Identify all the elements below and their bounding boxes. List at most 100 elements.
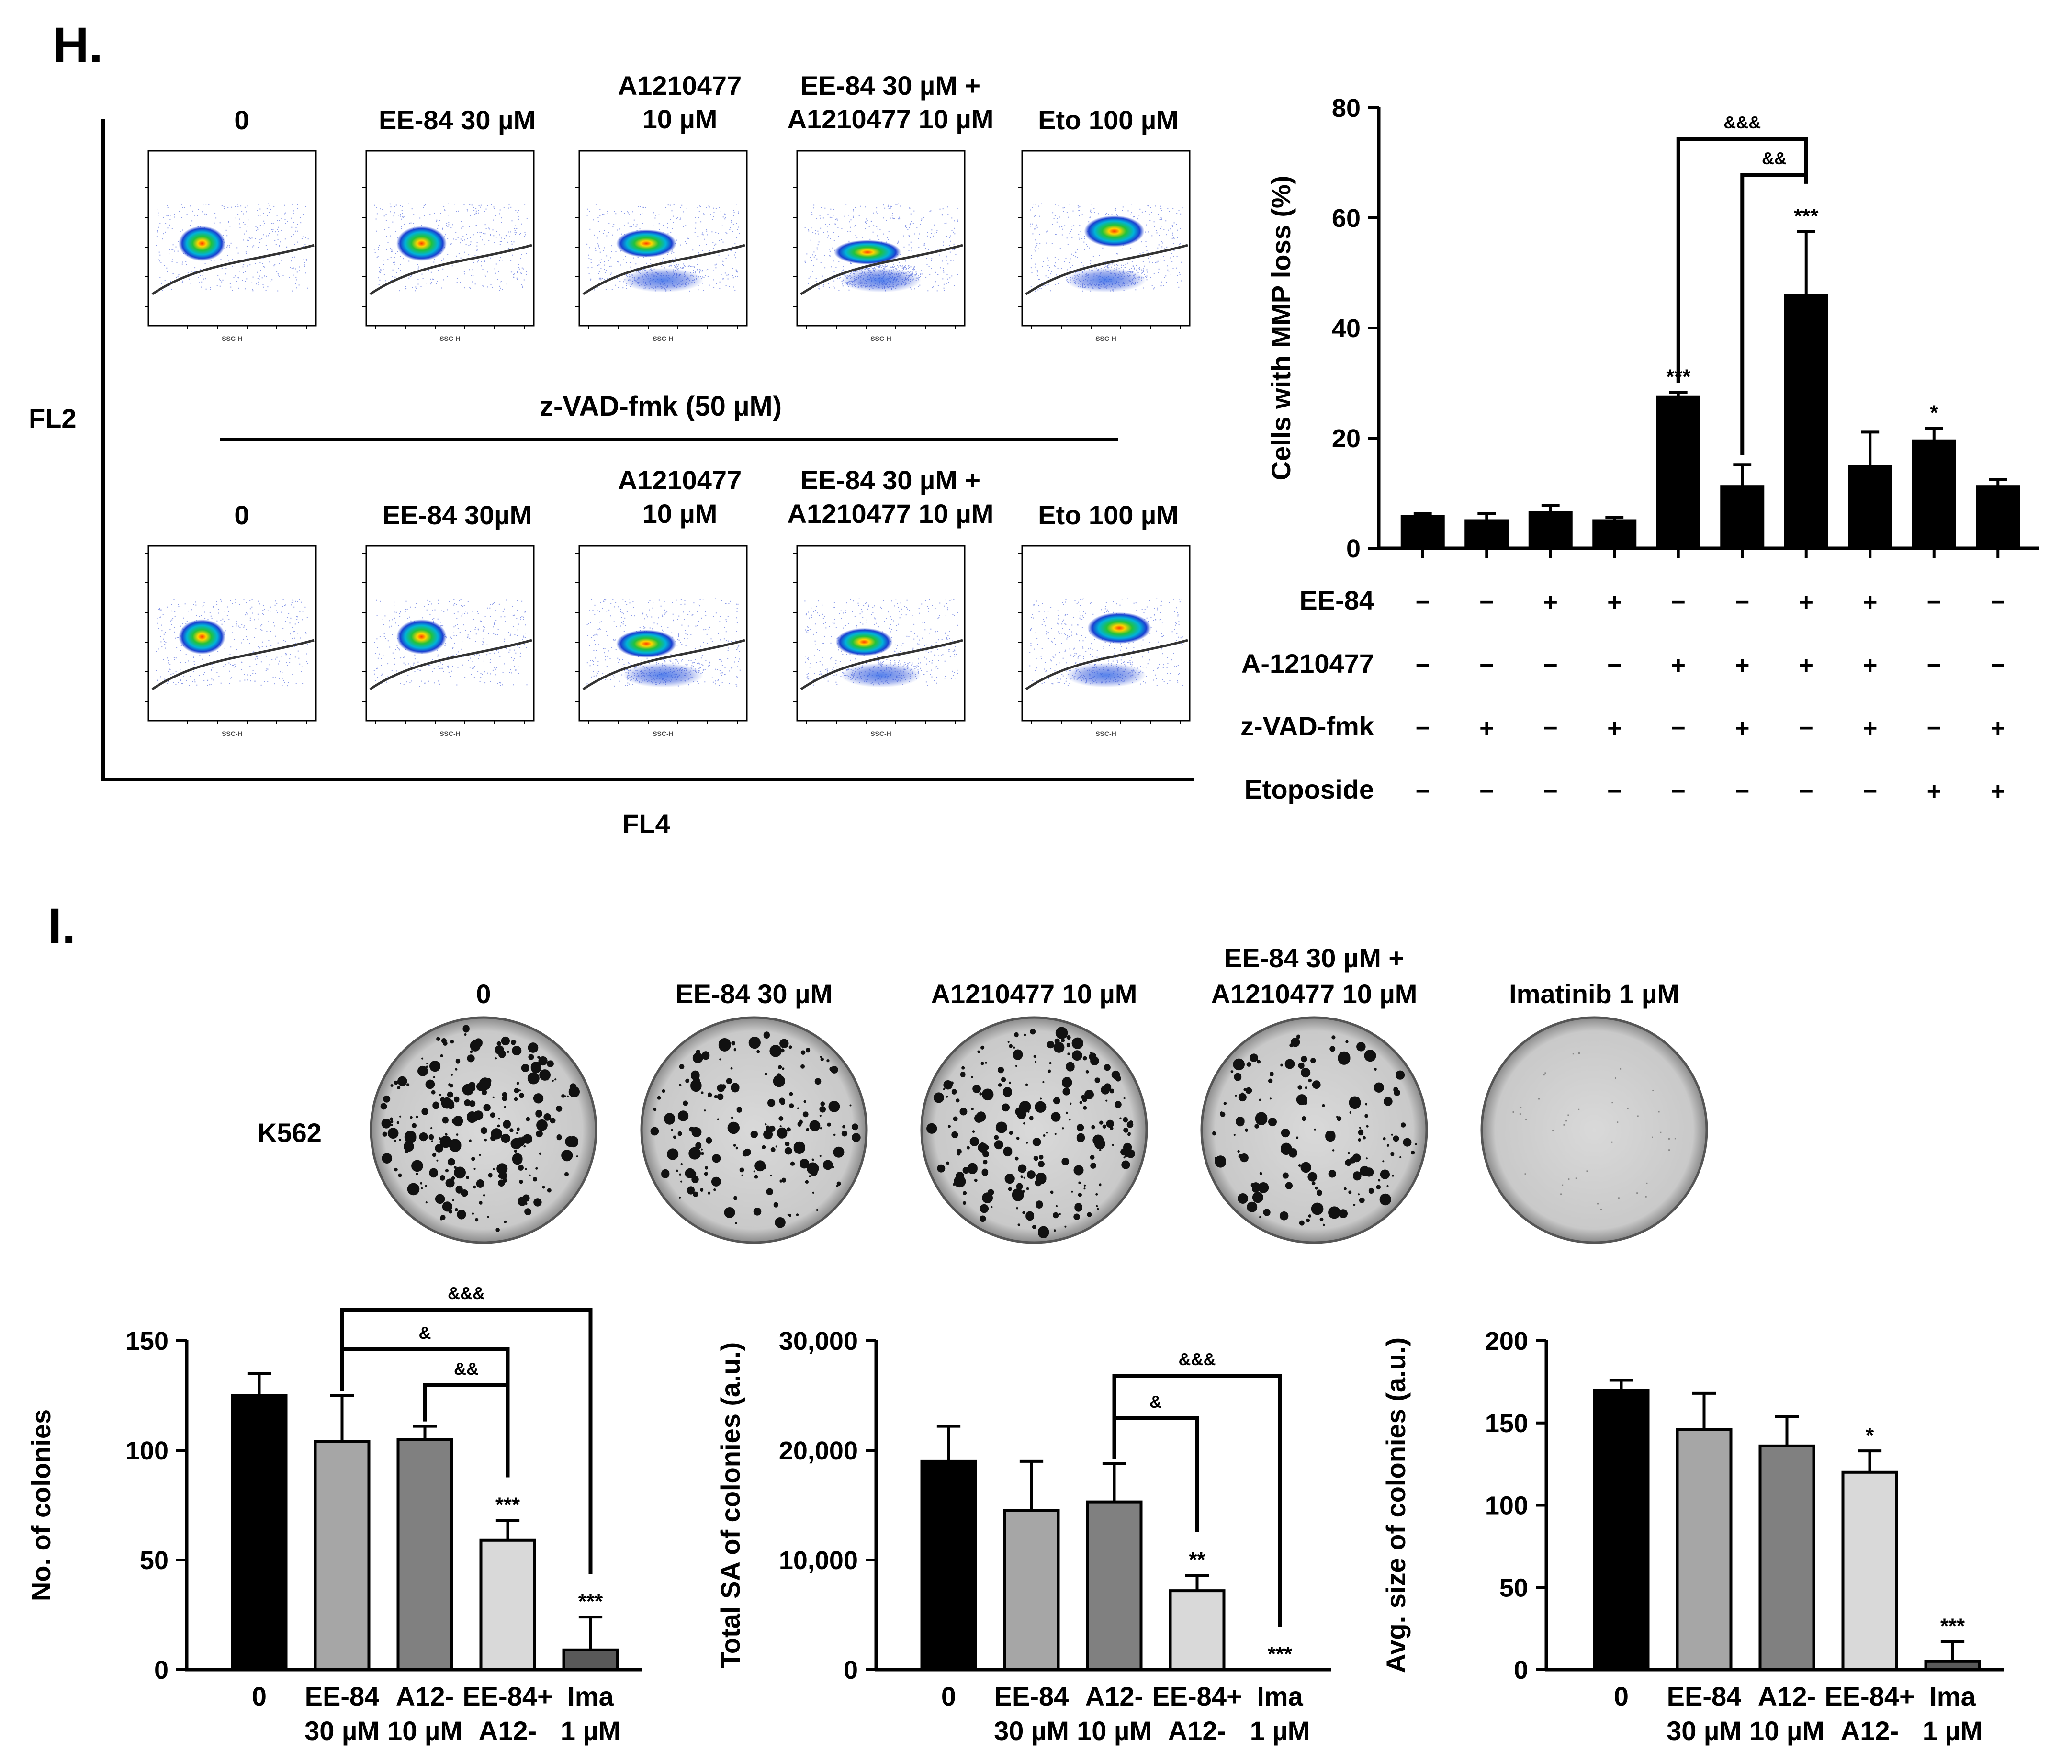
- treatment-sign: −: [1799, 714, 1813, 742]
- x-tick-label-2: 30 µM: [994, 1716, 1069, 1746]
- y-tick-label: 0: [154, 1656, 169, 1685]
- treatment-sign: −: [1479, 652, 1494, 679]
- x-tick-label-2: 30 µM: [1667, 1716, 1742, 1746]
- treatment-sign: −: [1927, 652, 1941, 679]
- treatment-sign: +: [1671, 652, 1686, 679]
- treatment-sign: +: [1863, 588, 1877, 616]
- y-tick-label: 200: [1485, 1327, 1528, 1356]
- treatment-sign: +: [1991, 714, 2005, 742]
- dish-colonies: [650, 1031, 861, 1228]
- treatment-row-label-1: EE-84: [1299, 585, 1374, 615]
- treatment-sign: −: [1416, 714, 1430, 742]
- bar-2: [314, 1440, 371, 1671]
- flow-plot-axis-label: SSC-H: [870, 730, 891, 737]
- flow-plot-density: [396, 619, 447, 655]
- flow-top-label-3: 10 µM: [642, 104, 718, 134]
- bar-4: [479, 1538, 536, 1672]
- flow-plot-subpopulation: [1066, 663, 1146, 688]
- treatment-sign: −: [1671, 778, 1686, 805]
- flow-plot-subpopulation: [623, 268, 703, 293]
- flow-plot-frame: [365, 150, 535, 327]
- bar-1: [920, 1459, 977, 1671]
- zvad-group-label: z-VAD-fmk (50 µM): [540, 391, 782, 422]
- treatment-sign: −: [1607, 778, 1622, 805]
- flow-bottom-label-5: Eto 100 µM: [1038, 500, 1179, 530]
- colony-dish-2: [640, 1016, 868, 1244]
- flow-bottom-label-3: 10 µM: [642, 498, 718, 529]
- significance-5: ***: [578, 1590, 603, 1613]
- x-tick-label-2: EE-84: [994, 1681, 1069, 1711]
- treatment-sign: −: [1799, 778, 1813, 805]
- flow-plot-bottom-4: SSC-H: [793, 545, 966, 737]
- significance-4: *: [1866, 1424, 1874, 1447]
- x-tick-label-5: 1 µM: [561, 1716, 621, 1746]
- flow-plot-events: [156, 599, 308, 687]
- flow-plot-bottom-3: SSC-H: [575, 545, 748, 737]
- bracket-label-1: &&&: [448, 1283, 485, 1303]
- flow-plot-density: [179, 226, 225, 261]
- dish-label-3: A1210477 10 µM: [931, 979, 1137, 1009]
- x-tick-label-5: Ima: [1257, 1681, 1303, 1711]
- flow-plot-axis-label: SSC-H: [870, 335, 891, 342]
- flow-gate-line: [800, 639, 963, 690]
- flow-plot-axis-label: SSC-H: [653, 335, 674, 342]
- x-tick-label-2: 30 µM: [304, 1716, 380, 1746]
- panel-h-letter: H.: [53, 17, 103, 73]
- bar-5: [1924, 1660, 1981, 1671]
- significance-bracket-2: [1740, 173, 1808, 455]
- bracket-label-1: &&&: [1179, 1349, 1216, 1369]
- treatment-sign: +: [1799, 652, 1813, 679]
- colony-area-chart: 0 10,000 20,000 30,000 Total SA of colonies …: [715, 1327, 1331, 1746]
- flow-plot-axis-label: SSC-H: [1095, 730, 1116, 737]
- flow-plot-frame: [365, 545, 535, 722]
- dish-label-1: 0: [476, 979, 491, 1009]
- flow-plot-axis-label: SSC-H: [222, 335, 243, 342]
- bar-3: [396, 1438, 453, 1672]
- y-tick-label: 0: [1514, 1656, 1528, 1685]
- flow-plot-top-1: SSC-H: [145, 150, 317, 342]
- y-tick-label: 150: [1485, 1409, 1528, 1438]
- treatment-sign: +: [1799, 588, 1813, 616]
- x-tick-label-3: A12-: [1758, 1681, 1816, 1711]
- bar-10: [1976, 485, 2020, 550]
- flow-plot-subpopulation: [841, 663, 921, 688]
- treatment-sign: −: [1671, 588, 1686, 616]
- significance-4: ***: [495, 1493, 520, 1517]
- flow-plot-top-4: SSC-H: [793, 150, 966, 342]
- bar-5: [1656, 395, 1700, 550]
- flow-plot-axis-label: SSC-H: [653, 730, 674, 737]
- bar-1: [1593, 1389, 1650, 1672]
- significance-9: *: [1930, 401, 1938, 424]
- flow-plot-subpopulation: [1066, 268, 1146, 293]
- treatment-sign: +: [1607, 588, 1622, 616]
- y-tick-label: 20,000: [779, 1436, 858, 1465]
- x-tick-label-4: A12-: [1168, 1716, 1226, 1746]
- treatment-sign: −: [1863, 778, 1877, 805]
- treatment-sign: −: [1543, 778, 1558, 805]
- bar-5: [562, 1648, 619, 1672]
- bar-3: [1758, 1444, 1815, 1672]
- dish-colonies: [1212, 1034, 1417, 1226]
- significance-5: ***: [1268, 1642, 1293, 1666]
- flow-gate-line: [1025, 639, 1188, 690]
- dish-plate: [1480, 1016, 1708, 1244]
- flow-plot-frame: [147, 150, 317, 327]
- colony-dish-1: [370, 1016, 597, 1244]
- dish-label-2: EE-84 30 µM: [676, 979, 833, 1009]
- dish-labels: 0 EE-84 30 µM A1210477 10 µM EE-84 30 µM + A…: [476, 943, 1679, 1009]
- flow-bottom-label-4: A1210477 10 µM: [788, 498, 994, 529]
- flow-y-axis-label: FL2: [29, 403, 77, 433]
- flow-plot-density: [616, 630, 676, 658]
- x-tick-label-3: 10 µM: [1749, 1716, 1824, 1746]
- flow-gate-line: [151, 639, 315, 690]
- bar-8: [1848, 465, 1892, 550]
- flow-plot-top-5: SSC-H: [1018, 150, 1191, 342]
- x-tick-label-2: EE-84: [305, 1681, 380, 1711]
- bar-6: [1720, 485, 1765, 550]
- treatment-row-label-4: Etoposide: [1244, 774, 1374, 804]
- y-axis-label: Cells with MMP loss (%): [1266, 176, 1296, 481]
- flow-top-label-2: EE-84 30 µM: [379, 105, 536, 135]
- flow-plot-density: [835, 628, 893, 656]
- bracket-label-2: &: [1149, 1392, 1162, 1412]
- significance-7: ***: [1794, 204, 1819, 228]
